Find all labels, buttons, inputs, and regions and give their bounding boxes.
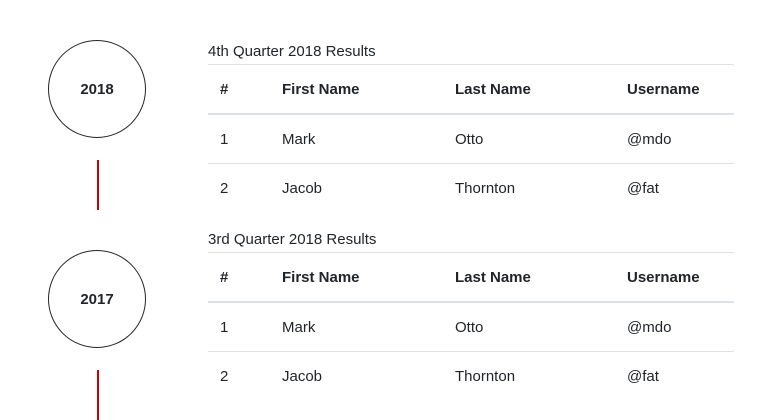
timeline-connector <box>97 370 99 420</box>
table-header-row: # First Name Last Name Username <box>208 253 734 303</box>
header-last-name: Last Name <box>443 65 615 115</box>
cell-username: @fat <box>627 179 659 197</box>
header-first-name: First Name <box>270 253 443 303</box>
cell-last-name: Thornton <box>455 179 516 197</box>
year-badge-2017: 2017 <box>48 250 146 348</box>
cell-first-name: Jacob <box>282 367 323 385</box>
header-last-name: Last Name <box>443 253 615 303</box>
header-username: Username <box>615 65 734 115</box>
header-number: # <box>208 65 270 115</box>
cell-username: @mdo <box>615 114 734 164</box>
table-row: 1 Mark Otto @mdo <box>208 302 734 352</box>
cell-username: @mdo <box>615 302 734 352</box>
table-caption: 4th Quarter 2018 Results <box>208 40 734 65</box>
table-row: 2 Jacob Thornton @fat <box>208 164 734 213</box>
table-caption: 3rd Quarter 2018 Results <box>208 228 734 253</box>
cell-number: 1 <box>208 114 270 164</box>
year-label: 2017 <box>80 290 114 308</box>
cell-username: @fat <box>627 367 659 385</box>
table-header-row: # First Name Last Name Username <box>208 65 734 115</box>
table-row: 2 Jacob Thornton @fat <box>208 352 734 401</box>
results-table: # First Name Last Name Username 1 Mark O… <box>208 253 734 400</box>
timeline-connector <box>97 160 99 210</box>
cell-last-name: Otto <box>443 114 615 164</box>
results-section-q3-2018: 3rd Quarter 2018 Results # First Name La… <box>208 228 734 400</box>
header-number: # <box>208 253 270 303</box>
cell-first-name: Jacob <box>282 179 323 197</box>
year-badge-2018: 2018 <box>48 40 146 138</box>
header-first-name: First Name <box>270 65 443 115</box>
cell-first-name: Mark <box>270 302 443 352</box>
cell-number: 2 <box>220 179 229 197</box>
cell-first-name: Mark <box>270 114 443 164</box>
cell-number: 1 <box>208 302 270 352</box>
year-label: 2018 <box>80 80 114 98</box>
table-row: 1 Mark Otto @mdo <box>208 114 734 164</box>
results-table: # First Name Last Name Username 1 Mark O… <box>208 65 734 212</box>
cell-last-name: Otto <box>443 302 615 352</box>
cell-number: 2 <box>220 367 229 385</box>
header-username: Username <box>615 253 734 303</box>
cell-last-name: Thornton <box>455 367 516 385</box>
results-section-q4-2018: 4th Quarter 2018 Results # First Name La… <box>208 40 734 212</box>
